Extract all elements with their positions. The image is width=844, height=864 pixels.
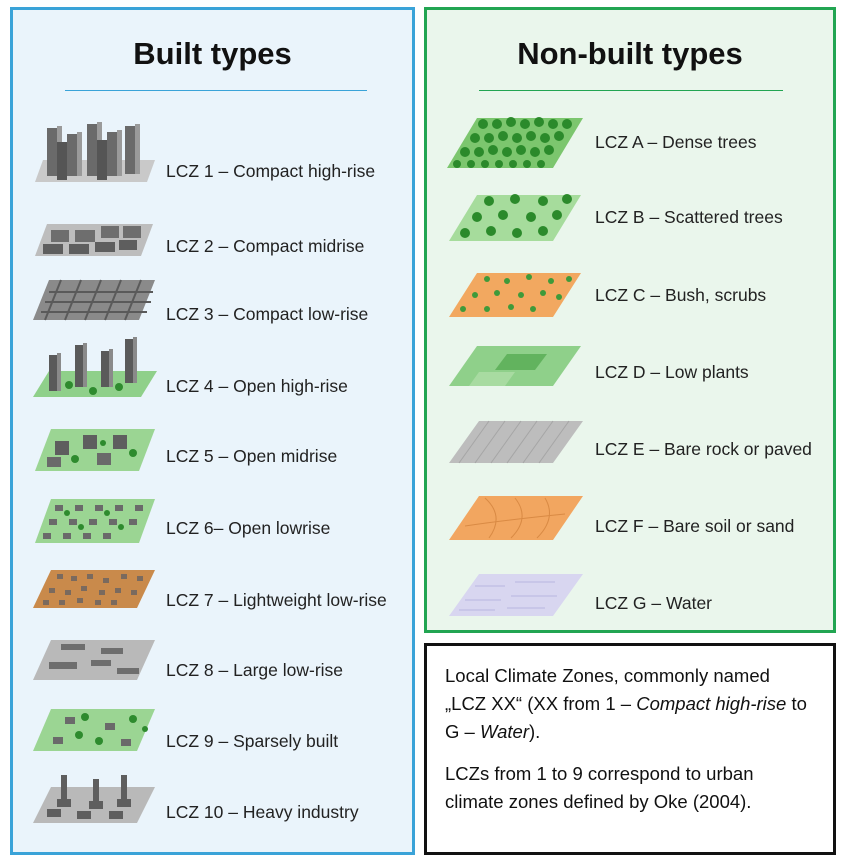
lightweight-low-rise-icon — [33, 570, 155, 608]
built-types-title: Built types — [133, 36, 292, 71]
description-paragraph-2: LCZs from 1 to 9 correspond to urban cli… — [445, 763, 754, 812]
description-text: to G – — [445, 693, 807, 742]
lcz-5-label: LCZ 5 – Open midrise — [166, 446, 338, 466]
lcz-3-row: LCZ 3 – Compact low-rise — [13, 270, 412, 340]
lcz-1-label: LCZ 1 – Compact high-rise — [166, 161, 376, 181]
non-built-types-panel: Non-built types LCZ A – Dense trees — [424, 7, 836, 633]
lcz-9-row: LCZ 9 – Sparsely built — [13, 695, 412, 765]
built-title-underline — [65, 90, 367, 91]
lcz-b-row: LCZ B – Scattered trees — [427, 187, 833, 257]
lcz-8-row: LCZ 8 – Large low-rise — [13, 630, 412, 700]
non-built-title-underline — [479, 90, 783, 91]
description-text: Local Climate Zones, commonly named „LCZ… — [445, 665, 770, 714]
scattered-trees-icon — [449, 194, 581, 241]
lcz-10-label: LCZ 10 – Heavy industry — [166, 802, 359, 822]
lcz-8-label: LCZ 8 – Large low-rise — [166, 660, 344, 680]
dense-trees-icon — [447, 117, 583, 168]
lcz-7-row: LCZ 7 – Lightweight low-rise — [13, 560, 412, 630]
sparsely-built-icon — [33, 709, 155, 751]
lcz-c-label: LCZ C – Bush, scrubs — [595, 285, 767, 305]
large-low-rise-icon — [33, 640, 155, 680]
lcz-2-row: LCZ 2 – Compact midrise — [13, 200, 412, 270]
description-paragraph-1: Local Climate Zones, commonly named „LCZ… — [445, 662, 815, 746]
lcz-g-row: LCZ G – Water — [427, 566, 833, 636]
lcz-d-row: LCZ D – Low plants — [427, 340, 833, 410]
lcz-10-row: LCZ 10 – Heavy industry — [13, 765, 412, 835]
compact-midrise-icon — [35, 224, 153, 256]
lcz-6-label: LCZ 6– Open lowrise — [166, 518, 331, 538]
water-icon — [449, 574, 583, 616]
lcz-3-label: LCZ 3 – Compact low-rise — [166, 304, 369, 324]
description-example-end: Water — [479, 721, 529, 742]
lcz-d-label: LCZ D – Low plants — [595, 362, 749, 382]
open-midrise-icon — [35, 429, 155, 471]
lcz-2-label: LCZ 2 – Compact midrise — [166, 236, 365, 256]
description-box: Local Climate Zones, commonly named „LCZ… — [424, 643, 836, 855]
lcz-6-row: LCZ 6– Open lowrise — [13, 485, 412, 555]
lcz-4-label: LCZ 4 – Open high-rise — [166, 376, 348, 396]
lcz-1-row: LCZ 1 – Compact high-rise — [13, 120, 412, 190]
lcz-c-row: LCZ C – Bush, scrubs — [427, 263, 833, 333]
bare-rock-paved-icon — [449, 420, 583, 464]
lcz-b-label: LCZ B – Scattered trees — [595, 207, 783, 227]
compact-high-rise-icon — [35, 122, 155, 182]
description-text: ). — [528, 721, 541, 742]
non-built-types-title: Non-built types — [517, 36, 743, 71]
lcz-e-row: LCZ E – Bare rock or paved — [427, 415, 833, 485]
bare-soil-sand-icon — [449, 496, 583, 540]
lcz-f-row: LCZ F – Bare soil or sand — [427, 490, 833, 560]
heavy-industry-icon — [33, 775, 155, 823]
lcz-9-label: LCZ 9 – Sparsely built — [166, 731, 339, 751]
lcz-f-label: LCZ F – Bare soil or sand — [595, 516, 795, 536]
open-lowrise-icon — [35, 499, 155, 543]
lcz-5-row: LCZ 5 – Open midrise — [13, 415, 412, 485]
built-types-panel: Built types LCZ 1 – Compact high-rise LC… — [10, 7, 415, 855]
compact-low-rise-icon — [33, 279, 155, 321]
lcz-a-row: LCZ A – Dense trees — [427, 112, 833, 182]
low-plants-icon — [449, 346, 581, 386]
lcz-4-row: LCZ 4 – Open high-rise — [13, 335, 412, 405]
lcz-g-label: LCZ G – Water — [595, 593, 713, 613]
bush-scrub-icon — [449, 273, 581, 317]
lcz-e-label: LCZ E – Bare rock or paved — [595, 439, 812, 459]
lcz-a-label: LCZ A – Dense trees — [595, 132, 757, 152]
open-high-rise-icon — [33, 337, 157, 397]
description-example-start: Compact high-rise — [636, 693, 787, 714]
lcz-7-label: LCZ 7 – Lightweight low-rise — [166, 590, 387, 610]
